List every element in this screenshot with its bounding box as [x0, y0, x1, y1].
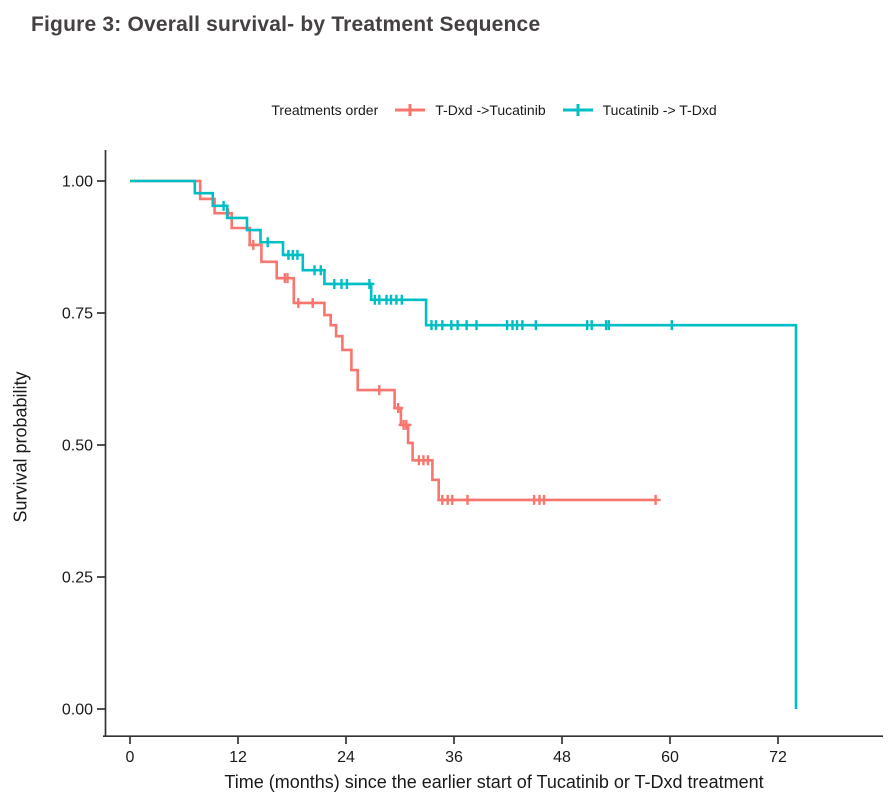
x-tick-label: 36 — [445, 749, 463, 766]
legend-label-tucatinib-first: Tucatinib -> T-Dxd — [602, 102, 717, 118]
y-tick-label: 0.00 — [62, 702, 93, 719]
km-curve-tucatinib-t-dxd — [130, 179, 798, 709]
x-tick-label: 24 — [337, 749, 355, 766]
censor-plus-icon — [562, 104, 593, 116]
km-curve-t-dxd-tucatinib — [130, 179, 657, 502]
x-tick-label: 60 — [661, 749, 679, 766]
figure-title: Figure 3: Overall survival- by Treatment… — [31, 13, 541, 36]
y-tick-label: 0.25 — [62, 570, 93, 587]
x-tick-label: 12 — [229, 749, 247, 766]
y-tick-label: 1.00 — [62, 174, 93, 191]
x-tick-label: 0 — [126, 749, 135, 766]
y-tick-label: 0.50 — [62, 438, 93, 455]
legend-item-tucatinib-first: Tucatinib -> T-Dxd — [561, 102, 717, 118]
x-axis-title: Time (months) since the earlier start of… — [224, 772, 764, 792]
legend-item-tdxd-first: T-Dxd ->Tucatinib — [393, 102, 546, 118]
x-tick-label: 48 — [553, 749, 571, 766]
censor-plus-icon — [395, 104, 426, 116]
x-tick-label: 72 — [769, 749, 787, 766]
censor-marks-tucatinib-t-dxd — [218, 200, 677, 331]
legend: Treatments order T-Dxd ->Tucatinib Tucat… — [105, 102, 883, 118]
y-tick-label: 0.75 — [62, 306, 93, 323]
legend-title: Treatments order — [271, 102, 379, 118]
legend-label-tdxd-first: T-Dxd ->Tucatinib — [435, 102, 546, 118]
